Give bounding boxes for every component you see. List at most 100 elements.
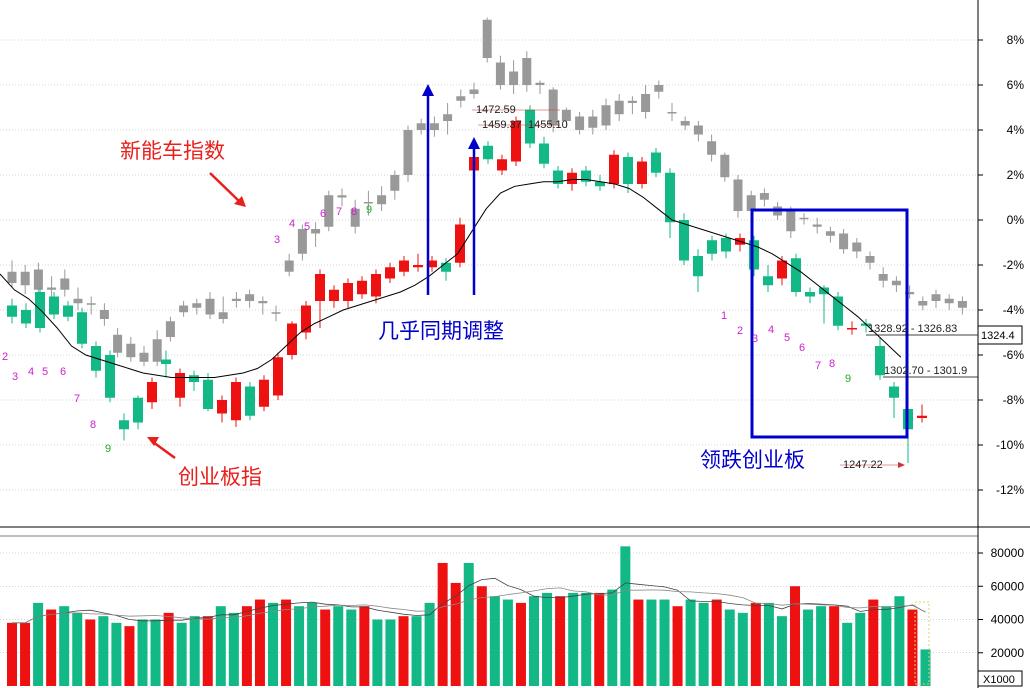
candle-body xyxy=(324,195,334,227)
candle-body xyxy=(539,143,549,164)
candle-body xyxy=(455,224,465,263)
chinext-candle xyxy=(147,377,157,409)
seq-label: 5 xyxy=(784,332,790,344)
price-marker-label: 1324.4 xyxy=(981,330,1015,342)
nev-candle xyxy=(509,60,519,94)
chinext-candle xyxy=(833,292,843,331)
nev-candle xyxy=(693,121,703,142)
seq-label: 4 xyxy=(28,366,34,378)
nev-index-annotation: 新能车指数 xyxy=(120,139,225,163)
chinext-candle xyxy=(875,337,885,380)
volume-bar xyxy=(320,609,331,686)
price-axis-ticks: 8% 6% 4% 2% 0% -2% -4% -6% -8% -10% -12% xyxy=(978,33,1024,497)
volume-bar xyxy=(72,612,83,686)
nev-candle xyxy=(416,118,426,135)
nev-candle xyxy=(218,296,228,324)
chinext-candle xyxy=(623,152,633,193)
candle-body xyxy=(301,305,311,333)
chinext-candle xyxy=(105,350,115,403)
nev-candle xyxy=(60,269,70,297)
nev-candle xyxy=(575,112,585,135)
chinext-index-annotation: 创业板指 xyxy=(178,465,262,489)
nev-candle xyxy=(297,224,307,261)
nev-candle xyxy=(865,251,875,270)
nev-candle xyxy=(759,188,769,207)
candle-body xyxy=(49,296,59,315)
candle-body xyxy=(161,359,171,364)
price-tick-label: 8% xyxy=(1007,33,1025,47)
candle-body xyxy=(147,382,157,403)
candle-body xyxy=(258,301,268,304)
nev-candle xyxy=(878,267,888,288)
candle-body xyxy=(47,287,57,290)
volume-bar xyxy=(189,616,200,686)
candle-body xyxy=(918,301,928,306)
volume-bar xyxy=(881,606,892,686)
leading-drop-box xyxy=(750,208,909,439)
chinext-candle xyxy=(679,213,689,265)
nev-candle xyxy=(363,190,373,216)
volume-bar xyxy=(620,546,631,686)
nev-candle xyxy=(469,82,479,99)
candle-body xyxy=(575,116,585,130)
nev-candle xyxy=(561,107,571,128)
candle-body xyxy=(548,89,558,126)
volume-bar xyxy=(268,602,278,686)
candle-body xyxy=(377,195,387,205)
candle-body xyxy=(777,260,787,279)
chinext-candle xyxy=(441,258,451,281)
nev-candle xyxy=(482,17,492,63)
volume-bar xyxy=(776,616,787,686)
seq-label: 9 xyxy=(845,373,851,385)
volume-bar xyxy=(294,606,305,686)
candle-body xyxy=(343,283,353,301)
volume-unit-box xyxy=(977,670,1023,687)
candle-body xyxy=(497,159,507,171)
candle-body xyxy=(878,274,888,281)
volume-bar xyxy=(411,616,422,686)
nev-candle xyxy=(205,292,215,319)
nev-candle xyxy=(654,80,664,99)
volume-bar xyxy=(254,599,265,686)
candle-body xyxy=(350,208,360,227)
volume-bar xyxy=(437,562,448,686)
nev-candle xyxy=(258,296,268,315)
volume-tick-label: 40000 xyxy=(991,613,1025,627)
nev-candle xyxy=(245,289,255,308)
candle-body xyxy=(245,386,255,416)
seq-label: 2 xyxy=(737,325,743,337)
nev-candle xyxy=(231,292,241,308)
nev-candle xyxy=(337,188,347,207)
seq-label: 6 xyxy=(799,342,805,354)
candle-body xyxy=(7,305,17,317)
volume-bar xyxy=(124,626,135,686)
level-2-label: 1302.70 - 1301.9 xyxy=(884,365,967,377)
chinext-candle xyxy=(133,395,143,430)
nev-candle xyxy=(139,346,149,367)
price-tick-label: -6% xyxy=(1003,348,1025,362)
chinext-candle xyxy=(553,166,563,189)
candle-body xyxy=(812,224,822,227)
volume-bar xyxy=(59,606,70,686)
candle-body xyxy=(245,294,255,301)
nev-candle xyxy=(588,109,598,135)
candle-body xyxy=(385,267,395,279)
candle-body xyxy=(363,202,373,204)
candle-body xyxy=(371,274,381,297)
volume-bar xyxy=(737,612,748,686)
chinext-candle xyxy=(189,370,199,391)
candle-body xyxy=(693,256,703,277)
volume-tick-label: 20000 xyxy=(991,646,1025,660)
candle-body xyxy=(786,211,796,232)
nev-candle xyxy=(905,285,915,299)
volume-bar xyxy=(241,606,252,686)
chinext-candle xyxy=(119,413,129,441)
candle-body xyxy=(679,220,689,261)
candle-body xyxy=(707,141,717,155)
chinext-candle xyxy=(63,301,73,322)
seq-label: 8 xyxy=(90,419,96,431)
volume-bar xyxy=(790,586,800,686)
volume-bar xyxy=(372,619,383,686)
candle-body xyxy=(284,260,294,272)
chinext-candle xyxy=(777,256,787,286)
